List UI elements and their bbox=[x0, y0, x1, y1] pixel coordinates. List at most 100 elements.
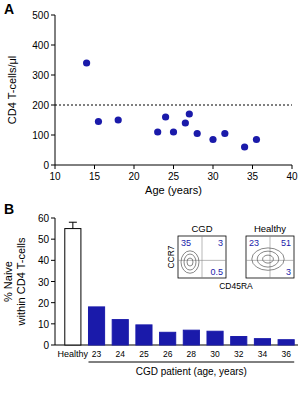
axis-label: CD4 T-cells/μl bbox=[6, 56, 18, 124]
contour bbox=[263, 255, 274, 263]
tick bbox=[51, 218, 55, 219]
quadrant-value: 23 bbox=[249, 238, 259, 248]
tick-label: 40 bbox=[286, 171, 298, 182]
tick-label: 32 bbox=[234, 349, 244, 359]
figure: A010020030040050010152025303540Age (year… bbox=[0, 0, 306, 400]
tick bbox=[134, 165, 135, 169]
tick bbox=[94, 165, 95, 169]
tick-label: 26 bbox=[163, 349, 173, 359]
inset-frame bbox=[246, 236, 294, 278]
bar bbox=[160, 332, 176, 345]
tick-label: 100 bbox=[32, 130, 49, 141]
error-cap bbox=[69, 222, 77, 223]
quadrant-value: 35 bbox=[181, 238, 191, 248]
tick bbox=[51, 281, 55, 282]
tick-label: 24 bbox=[116, 349, 126, 359]
tick-label: 200 bbox=[32, 100, 49, 111]
axis-label-line: within CD4 T-cells bbox=[15, 237, 27, 326]
quadrant-value: 3 bbox=[218, 238, 223, 248]
point bbox=[221, 130, 228, 137]
tick bbox=[213, 165, 214, 169]
tick-label: 0 bbox=[43, 340, 49, 351]
bar bbox=[112, 320, 128, 345]
tick-label: 28 bbox=[187, 349, 197, 359]
tick bbox=[51, 135, 55, 136]
point bbox=[162, 113, 169, 120]
tick-label: 20 bbox=[128, 171, 140, 182]
quadrant-value: 3 bbox=[286, 267, 291, 277]
tick bbox=[292, 165, 293, 169]
group-bracket bbox=[88, 362, 294, 363]
reference-line bbox=[55, 105, 292, 106]
tick-label: 60 bbox=[38, 213, 50, 224]
point bbox=[241, 143, 248, 150]
tick bbox=[51, 75, 55, 76]
tick bbox=[51, 15, 55, 16]
tick bbox=[51, 105, 55, 106]
tick-label: 25 bbox=[168, 171, 180, 182]
tick-label: 20 bbox=[38, 298, 50, 309]
point bbox=[170, 128, 177, 135]
point bbox=[194, 130, 201, 137]
quadrant-line bbox=[178, 260, 226, 261]
inset-title: Healthy bbox=[254, 223, 286, 234]
inset-title: CGD bbox=[191, 223, 212, 234]
axis-label: % Naivewithin CD4 T-cells bbox=[2, 237, 27, 326]
tick-label: 34 bbox=[258, 349, 268, 359]
tick-label: 400 bbox=[32, 40, 49, 51]
contour bbox=[184, 254, 196, 270]
tick-label: 36 bbox=[281, 349, 291, 359]
tick bbox=[51, 302, 55, 303]
tick-label: 500 bbox=[32, 10, 49, 21]
inset-axis-label: CCR7 bbox=[166, 245, 176, 268]
bar bbox=[231, 337, 247, 345]
contour bbox=[187, 258, 193, 266]
contour bbox=[257, 251, 279, 267]
point bbox=[182, 119, 189, 126]
group-label: CGD patient (age, years) bbox=[136, 366, 247, 377]
tick-label: 50 bbox=[38, 234, 50, 245]
quadrant-line bbox=[246, 260, 294, 261]
tick-label: 300 bbox=[32, 70, 49, 81]
contour bbox=[181, 251, 199, 273]
tick-label: 35 bbox=[247, 171, 259, 182]
tick-label: 10 bbox=[49, 171, 61, 182]
quadrant-value: 0.5 bbox=[210, 267, 223, 277]
error-line bbox=[72, 222, 73, 228]
axis-label: Age (years) bbox=[145, 184, 202, 196]
quadrant-line bbox=[270, 236, 271, 278]
tick bbox=[51, 239, 55, 240]
tick-label: 40 bbox=[38, 255, 50, 266]
bar bbox=[88, 307, 104, 345]
quadrant-value: 51 bbox=[281, 238, 291, 248]
inset-axis-label: CD45RA bbox=[219, 281, 253, 291]
point bbox=[83, 59, 90, 66]
tick-label: 30 bbox=[38, 277, 50, 288]
tick-label: 23 bbox=[92, 349, 102, 359]
tick bbox=[55, 165, 56, 169]
bar bbox=[65, 229, 81, 345]
tick-label: 25 bbox=[139, 349, 149, 359]
tick bbox=[51, 345, 55, 346]
point bbox=[209, 136, 216, 143]
error-bar bbox=[69, 222, 77, 228]
panel-label: B bbox=[4, 201, 14, 217]
point bbox=[95, 118, 102, 125]
tick bbox=[51, 165, 55, 166]
bar bbox=[183, 330, 199, 345]
inset-frame bbox=[178, 236, 226, 278]
plot-area bbox=[55, 59, 292, 150]
bar bbox=[136, 325, 152, 345]
contour bbox=[252, 248, 284, 270]
tick-label: 0 bbox=[43, 160, 49, 171]
bar bbox=[207, 331, 223, 345]
tick-label: Healthy bbox=[58, 349, 89, 359]
tick-label: 10 bbox=[38, 319, 50, 330]
tick bbox=[173, 165, 174, 169]
bar bbox=[278, 340, 294, 345]
plot-area bbox=[65, 222, 294, 345]
point bbox=[186, 110, 193, 117]
y-axis bbox=[55, 15, 56, 165]
tick-label: 30 bbox=[207, 171, 219, 182]
quadrant-line bbox=[202, 236, 203, 278]
